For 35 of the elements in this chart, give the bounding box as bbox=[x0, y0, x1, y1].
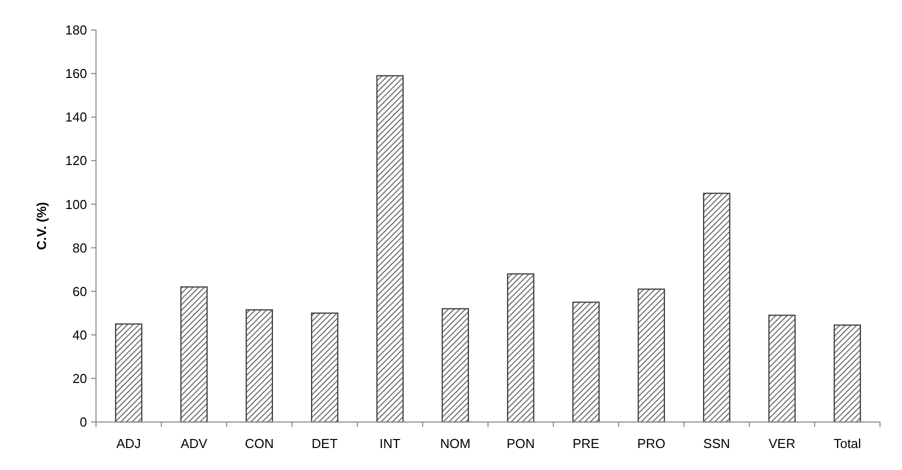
y-axis-title: C.V. (%) bbox=[34, 202, 49, 250]
bar bbox=[376, 75, 404, 423]
bar bbox=[246, 309, 273, 423]
y-tick-label: 140 bbox=[65, 110, 87, 125]
bar bbox=[311, 312, 338, 423]
x-tick-label: PRO bbox=[637, 436, 666, 451]
bar bbox=[115, 323, 142, 423]
bar bbox=[638, 288, 665, 423]
x-tick-label: NOM bbox=[440, 436, 471, 451]
x-tick-label: INT bbox=[380, 436, 401, 451]
y-tick-label: 60 bbox=[72, 284, 87, 299]
y-tick-label: 100 bbox=[65, 196, 87, 212]
x-tick-label: PON bbox=[506, 436, 535, 451]
y-tick-label: 120 bbox=[65, 153, 87, 168]
bar bbox=[834, 324, 861, 423]
x-tick-label: SSN bbox=[703, 436, 730, 451]
x-tick-label: ADJ bbox=[116, 436, 141, 451]
y-tick-label: 40 bbox=[72, 327, 87, 342]
bar bbox=[703, 192, 730, 423]
bar bbox=[572, 302, 600, 423]
x-tick-label: DET bbox=[312, 436, 338, 451]
x-tick-label: ADV bbox=[180, 436, 208, 451]
bar bbox=[768, 314, 796, 423]
y-tick-label: 20 bbox=[72, 370, 87, 386]
y-tick-label: 180 bbox=[65, 22, 87, 38]
y-tick-label: 80 bbox=[72, 240, 87, 256]
y-tick-label: 160 bbox=[65, 66, 87, 82]
bar bbox=[507, 273, 534, 423]
bar bbox=[442, 308, 469, 423]
x-tick-label: PRE bbox=[572, 436, 600, 451]
y-tick-label: 0 bbox=[80, 414, 87, 430]
x-tick-label: CON bbox=[244, 436, 274, 451]
x-tick-label: VER bbox=[768, 436, 796, 451]
bar bbox=[180, 286, 208, 423]
x-tick-label: Total bbox=[834, 436, 862, 451]
